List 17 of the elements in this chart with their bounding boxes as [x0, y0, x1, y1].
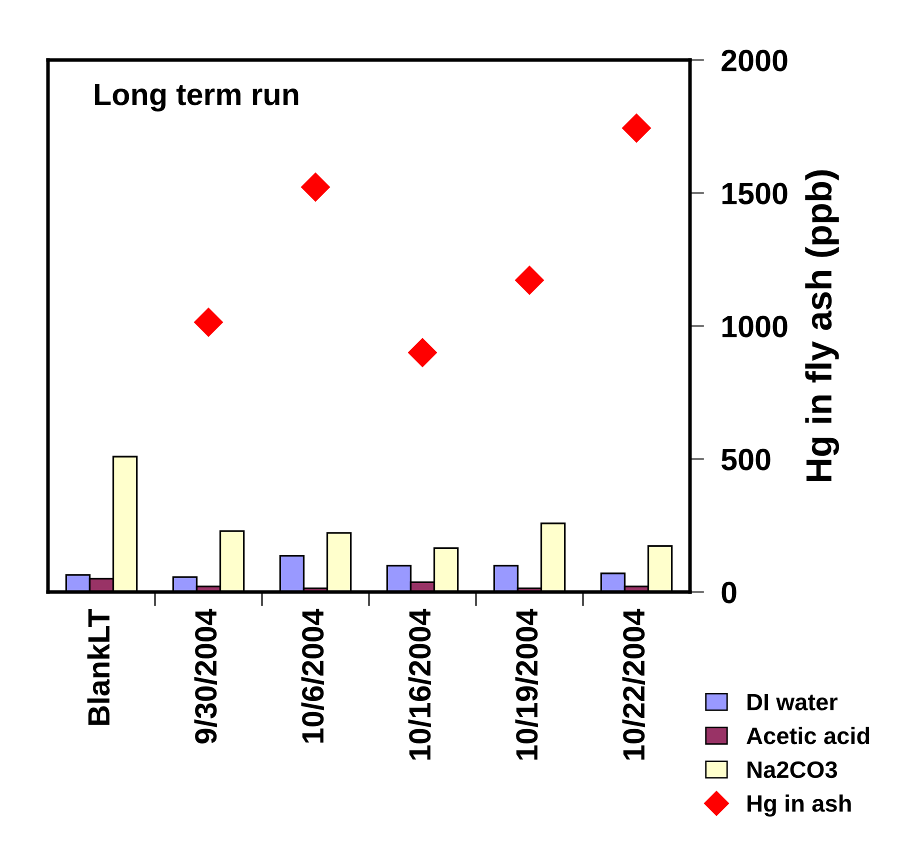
legend-label: Hg in ash: [748, 794, 851, 817]
x-tick-label: 10/19/2004: [515, 608, 538, 760]
y-axis-title: Hg in fly ash (ppb): [805, 170, 840, 482]
y-tick-label: 1500: [722, 182, 788, 204]
x-tick-label: 10/22/2004: [622, 608, 646, 760]
y-tick-label: 0: [722, 582, 736, 604]
x-tick-label: 10/6/2004: [301, 608, 324, 743]
x-tick-label: 10/16/2004: [408, 608, 432, 760]
x-tick-label: 9/30/2004: [194, 608, 218, 744]
text: Long term run: [94, 84, 298, 112]
y-tick-label: 2000: [722, 50, 788, 72]
x-tick-label: BlankLT: [87, 608, 110, 725]
legend-label: Acetic acid: [746, 726, 870, 744]
legend-label: DI water: [748, 694, 838, 710]
y-tick-label: 500: [721, 448, 770, 470]
legend-label: Na2CO3: [748, 761, 838, 778]
y-tick-label: 1000: [722, 316, 788, 338]
